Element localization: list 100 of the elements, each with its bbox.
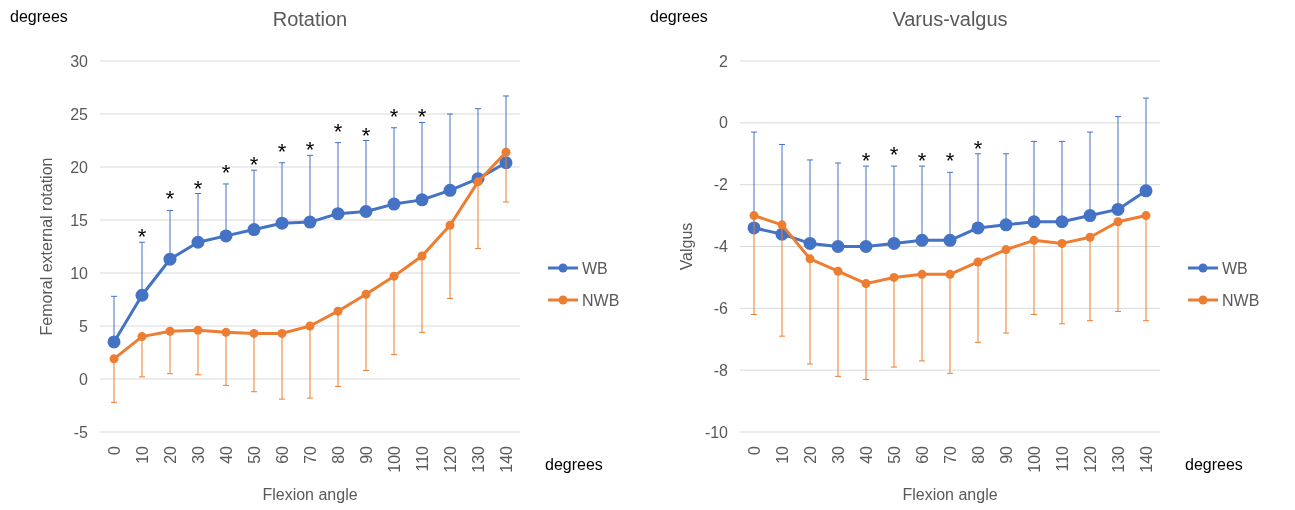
point: [193, 325, 203, 335]
point: [219, 229, 233, 243]
point: [191, 235, 205, 249]
point: [361, 289, 371, 299]
x-tick-label: 100: [1025, 445, 1043, 473]
y-tick-label: 0: [79, 370, 89, 388]
annotation: *: [165, 186, 175, 212]
annotation: *: [861, 148, 871, 174]
x-tick-label: 140: [497, 445, 515, 473]
point: [473, 177, 483, 187]
x-tick-label: 40: [217, 445, 235, 464]
text: degrees: [545, 456, 603, 473]
point: [1141, 211, 1151, 221]
legend-label: NWB: [1222, 291, 1260, 309]
x-tick-label: 100: [385, 445, 403, 473]
point: [247, 223, 261, 237]
point: [803, 236, 817, 250]
y-tick-label: 10: [70, 264, 89, 282]
point: [501, 147, 511, 157]
x-tick-label: 90: [997, 445, 1015, 464]
point: [999, 218, 1013, 232]
x-tick-label: 120: [441, 445, 459, 473]
point: [749, 211, 759, 221]
y-tick-label: 5: [79, 317, 89, 335]
point: [275, 216, 289, 230]
y-tick-label: -6: [713, 299, 729, 317]
annotation: *: [945, 148, 955, 174]
annotation: *: [361, 122, 371, 148]
y-tick-label: 20: [70, 158, 89, 176]
point: [915, 233, 929, 247]
y-tick-label: 30: [70, 52, 89, 70]
x-tick-label: 70: [941, 445, 959, 464]
y-tick-label: 0: [719, 114, 729, 132]
point: [277, 328, 287, 338]
point: [109, 354, 119, 364]
point: [163, 252, 177, 266]
annotation: *: [889, 142, 899, 168]
point: [1027, 215, 1041, 229]
annotation: *: [389, 103, 399, 129]
legend-label: NWB: [582, 291, 620, 309]
point: [417, 251, 427, 261]
x-axis-title: Flexion angle: [262, 486, 358, 503]
point: [1083, 209, 1097, 223]
point: [1055, 215, 1069, 229]
y-axis-title: Valgus: [678, 222, 695, 271]
point: [943, 233, 957, 247]
y-tick-label: -10: [704, 423, 729, 441]
point: [859, 240, 873, 253]
point: [415, 193, 429, 207]
x-tick-label: 80: [329, 445, 347, 464]
y-tick-label: -5: [73, 423, 89, 441]
point: [1113, 217, 1123, 227]
point: [805, 254, 815, 264]
point: [1111, 202, 1125, 216]
annotation: *: [417, 104, 427, 130]
point: [107, 335, 121, 349]
point: [1139, 184, 1153, 198]
point: [333, 306, 343, 316]
point: [305, 321, 315, 331]
annotation: *: [193, 175, 203, 201]
point: [137, 332, 147, 342]
point: [945, 269, 955, 279]
x-tick-label: 10: [133, 445, 151, 464]
point: [861, 279, 871, 289]
x-tick-label: 130: [1109, 445, 1127, 473]
point: [389, 271, 399, 281]
x-tick-label: 120: [1081, 445, 1099, 473]
point: [973, 257, 983, 267]
point: [165, 326, 175, 336]
annotation: *: [973, 135, 983, 161]
point: [445, 220, 455, 230]
point: [221, 327, 231, 337]
point: [1001, 245, 1011, 255]
y-axis-title: Femoral external rotation: [38, 157, 55, 336]
point: [303, 215, 317, 229]
point: [135, 288, 149, 302]
annotation: *: [333, 118, 343, 144]
point: [831, 240, 845, 253]
annotation: *: [277, 138, 287, 164]
x-tick-label: 30: [829, 445, 847, 464]
point: [833, 266, 843, 276]
point: [1057, 238, 1067, 248]
x-tick-label: 60: [913, 445, 931, 464]
annotation: *: [305, 137, 315, 163]
x-tick-label: 130: [469, 445, 487, 473]
point: [917, 269, 927, 279]
y-tick-label: 15: [70, 211, 89, 229]
y-tick-label: -8: [713, 361, 729, 379]
point: [331, 207, 345, 221]
y-tick-label: 2: [719, 52, 729, 70]
x-tick-label: 70: [301, 445, 319, 464]
x-tick-label: 50: [245, 445, 263, 464]
x-tick-label: 60: [273, 445, 291, 464]
x-tick-label: 0: [745, 445, 763, 455]
point: [777, 220, 787, 230]
x-tick-label: 10: [773, 445, 791, 464]
x-tick-label: 20: [801, 445, 819, 464]
chart-title: Varus-valgus: [892, 8, 1008, 30]
x-tick-label: 40: [857, 445, 875, 464]
x-tick-label: 80: [969, 445, 987, 464]
